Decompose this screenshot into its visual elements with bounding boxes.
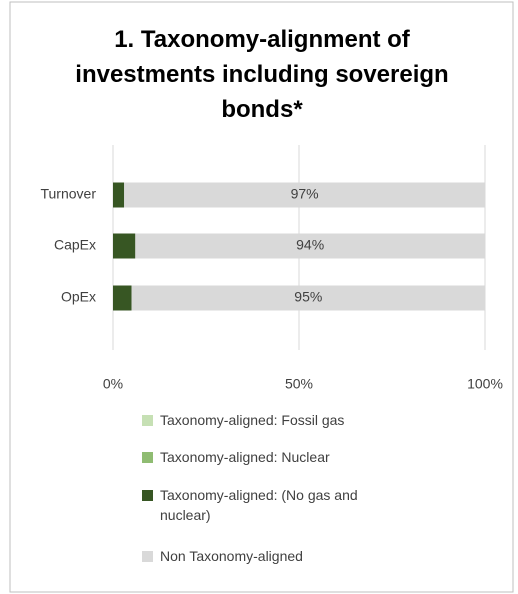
legend-label: Non Taxonomy-aligned xyxy=(160,548,303,564)
bar-segment xyxy=(113,233,136,259)
data-label: 97% xyxy=(291,186,319,202)
chart-border xyxy=(9,1,514,593)
legend-label: Taxonomy-aligned: Nuclear xyxy=(160,449,330,465)
bar-segment xyxy=(113,182,125,208)
legend-swatch xyxy=(142,452,153,463)
chart-title: 1. Taxonomy-alignment of investments inc… xyxy=(75,26,449,123)
data-label: 94% xyxy=(296,237,324,253)
bar-segment xyxy=(124,182,485,208)
legend-label: Taxonomy-aligned: (No gas and nuclear) xyxy=(160,487,358,523)
x-tick-label: 0% xyxy=(103,376,123,392)
bar-segment xyxy=(135,233,485,259)
data-label: 95% xyxy=(294,289,322,305)
legend-label: Taxonomy-aligned: Fossil gas xyxy=(160,412,345,428)
x-tick-label: 100% xyxy=(467,376,503,392)
y-tick-label: OpEx xyxy=(61,289,96,305)
legend-swatch xyxy=(142,415,153,426)
bar-segment xyxy=(131,285,485,311)
legend-swatch xyxy=(142,490,153,501)
y-tick-label: CapEx xyxy=(54,237,96,253)
legend-swatch xyxy=(142,551,153,562)
bar-segment xyxy=(113,285,132,311)
y-tick-label: Turnover xyxy=(40,186,96,202)
x-tick-label: 50% xyxy=(285,376,313,392)
